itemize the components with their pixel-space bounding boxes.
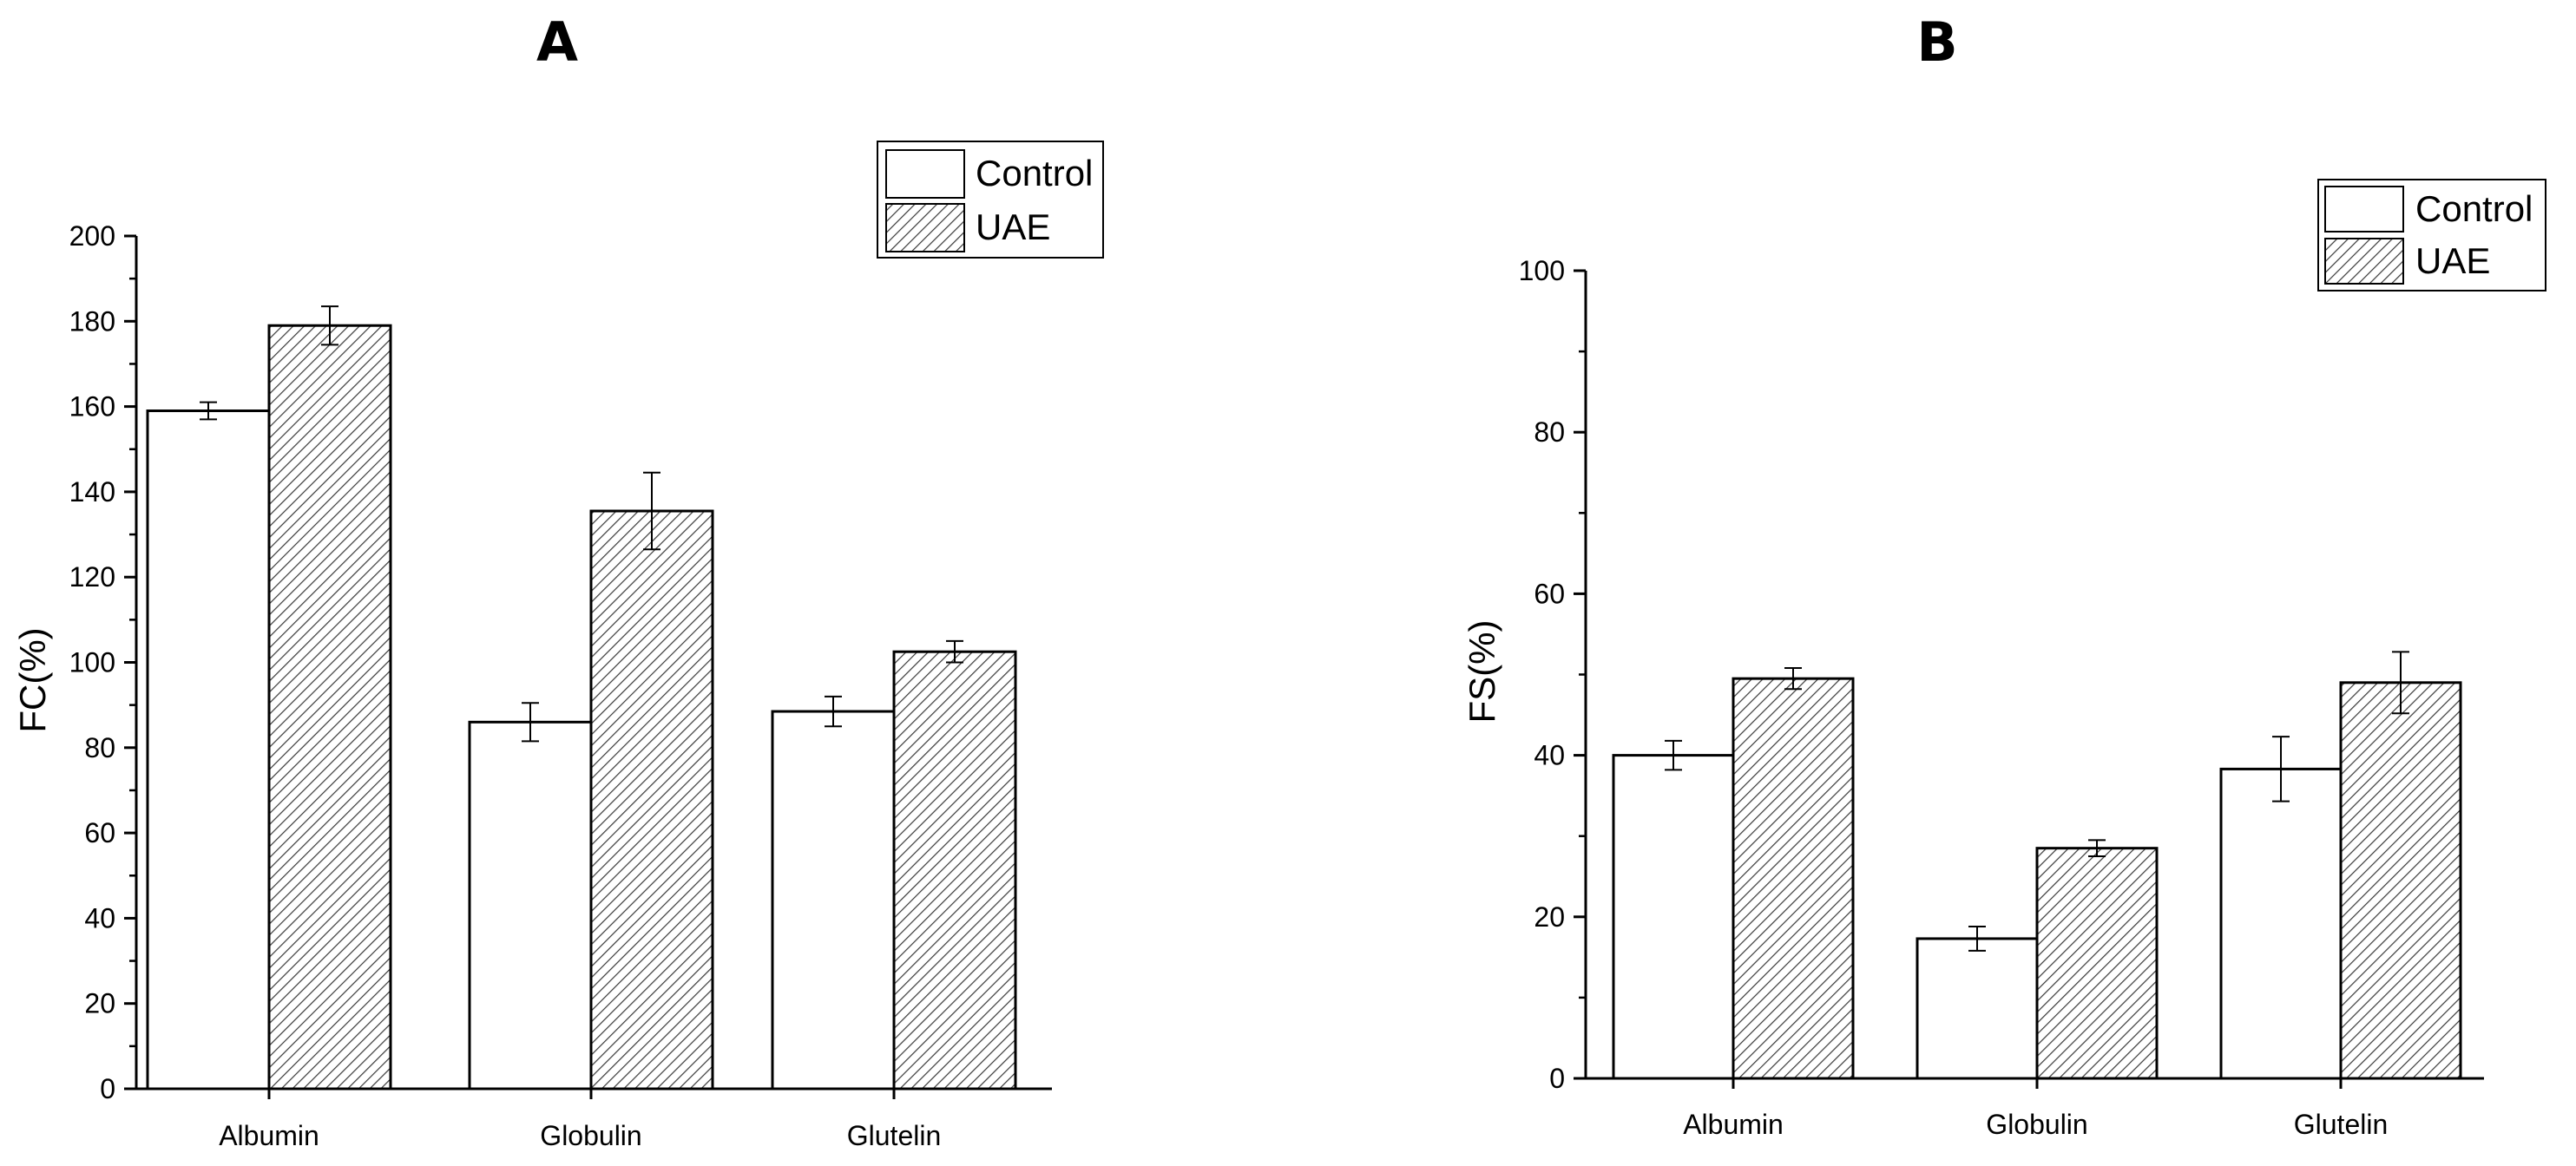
- y-tick-label: 0: [1549, 1063, 1565, 1094]
- legend-swatch-uae: [2324, 238, 2404, 285]
- legend-label-control: Control: [2415, 188, 2533, 229]
- y-tick-label: 100: [69, 647, 115, 678]
- bar-control-glutelin: [771, 710, 896, 1091]
- y-tick-label: 0: [100, 1073, 115, 1104]
- bar-control-albumin: [146, 409, 271, 1091]
- legend-swatch-uae: [885, 203, 965, 252]
- y-tick-label: 20: [84, 988, 115, 1019]
- legend-label-uae: UAE: [976, 206, 1050, 247]
- legend-swatch-control: [2324, 186, 2404, 233]
- y-tick-label: 40: [84, 902, 115, 933]
- panel-b-legend: Control UAE: [2317, 179, 2546, 292]
- y-tick-label: 200: [69, 220, 115, 252]
- bar-control-albumin: [1612, 754, 1735, 1080]
- panel-a-legend: Control UAE: [877, 141, 1104, 259]
- x-tick-label: Globulin: [540, 1120, 641, 1151]
- y-tick-label: 20: [1534, 901, 1565, 933]
- y-tick-label: 60: [84, 817, 115, 848]
- y-tick-label: 60: [1534, 578, 1565, 609]
- y-tick-label: 80: [84, 732, 115, 763]
- legend-swatch-control: [885, 149, 965, 199]
- panel-a-chart: A FC(%) Control UAE 0 20 40 60 80 100 120 140 16…: [12, 10, 1104, 1151]
- bar-control-glutelin: [2219, 767, 2343, 1080]
- x-tick-label: Glutelin: [2294, 1109, 2389, 1140]
- y-tick-label: 180: [69, 305, 115, 337]
- bar-uae-globulin: [589, 509, 714, 1091]
- x-tick-label: Globulin: [1986, 1109, 2087, 1140]
- y-tick-label: 140: [69, 476, 115, 508]
- panel-b-chart: B FS(%) Control UAE 0 20 40 60 80 100 Albumin G…: [1462, 10, 2546, 1140]
- bar-uae-glutelin: [2339, 681, 2462, 1080]
- y-tick-label: 80: [1534, 416, 1565, 448]
- y-tick-label: 160: [69, 391, 115, 423]
- y-tick-label: 120: [69, 561, 115, 593]
- bar-uae-albumin: [267, 324, 392, 1091]
- y-tick-label: 100: [1519, 255, 1565, 286]
- y-tick-label: 40: [1534, 740, 1565, 771]
- bar-control-globulin: [1916, 937, 2039, 1080]
- panel-b-y-axis-title: FS(%): [1462, 620, 1502, 724]
- bar-uae-globulin: [2035, 847, 2159, 1080]
- panel-b-label: B: [1916, 10, 1957, 74]
- bar-uae-glutelin: [892, 650, 1017, 1091]
- x-tick-label: Albumin: [219, 1120, 319, 1151]
- x-tick-label: Glutelin: [847, 1120, 942, 1151]
- bar-uae-albumin: [1732, 677, 1855, 1080]
- x-tick-label: Albumin: [1683, 1109, 1784, 1140]
- legend-label-control: Control: [976, 153, 1093, 193]
- panel-a-label: A: [536, 10, 578, 74]
- legend-label-uae: UAE: [2415, 240, 2490, 281]
- bar-control-globulin: [468, 720, 593, 1091]
- panel-a-y-axis-title: FC(%): [12, 627, 53, 732]
